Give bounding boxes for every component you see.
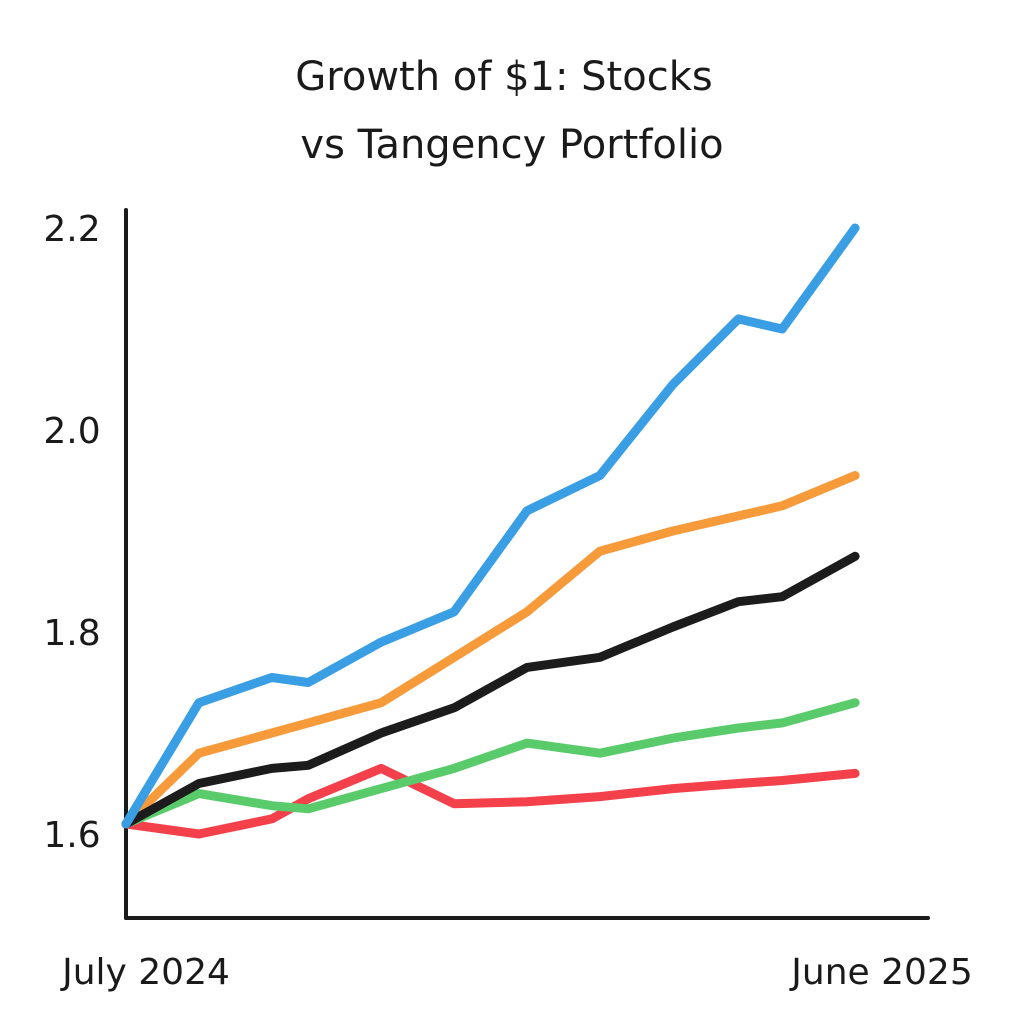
chart-title-line-2: vs Tangency Portfolio [300,122,723,168]
y-tick-label: 2.0 [43,411,100,452]
series-line-green [121,698,860,829]
chart-title: Growth of $1: Stocks vs Tangency Portfol… [295,54,723,168]
series-line-orange [121,471,860,829]
series-line-blue [121,223,860,829]
x-tick-label-end: June 2025 [789,952,972,993]
y-tick-label: 2.2 [43,209,100,250]
series-line-red [121,763,860,839]
y-tick-label: 1.8 [43,613,100,654]
series-line-black [121,551,860,829]
series-lines [121,223,860,839]
chart-title-line-1: Growth of $1: Stocks [295,54,712,100]
y-tick-labels: 1.6 1.8 2.0 2.2 [43,209,100,856]
y-tick-label: 1.6 [43,815,100,856]
x-tick-labels: July 2024 June 2025 [60,952,973,993]
axes [124,208,930,920]
x-tick-label-start: July 2024 [60,952,230,993]
